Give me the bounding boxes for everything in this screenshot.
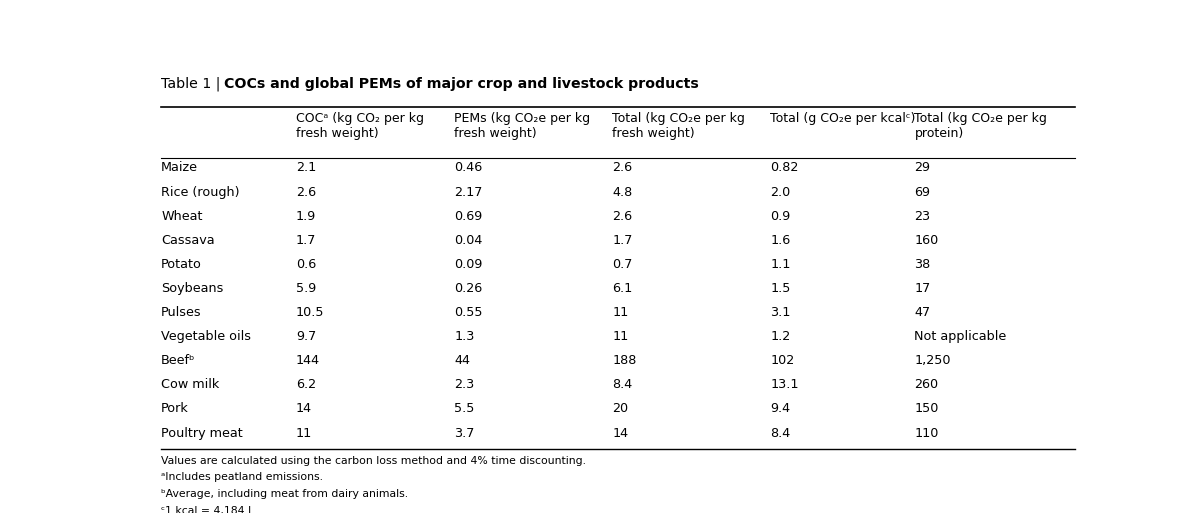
Text: 69: 69 <box>914 186 930 199</box>
Text: 8.4: 8.4 <box>612 379 632 391</box>
Text: 1.9: 1.9 <box>296 210 317 223</box>
Text: 102: 102 <box>770 354 794 367</box>
Text: Maize: Maize <box>161 162 198 174</box>
Text: 188: 188 <box>612 354 636 367</box>
Text: 10.5: 10.5 <box>296 306 324 319</box>
Text: Pork: Pork <box>161 403 188 416</box>
Text: 11: 11 <box>296 426 312 440</box>
Text: 13.1: 13.1 <box>770 379 799 391</box>
Text: 110: 110 <box>914 426 938 440</box>
Text: 6.2: 6.2 <box>296 379 316 391</box>
Text: 260: 260 <box>914 379 938 391</box>
Text: 14: 14 <box>612 426 629 440</box>
Text: 38: 38 <box>914 258 931 271</box>
Text: 6.1: 6.1 <box>612 282 632 295</box>
Text: COCᵃ (kg CO₂ per kg
fresh weight): COCᵃ (kg CO₂ per kg fresh weight) <box>296 112 424 140</box>
Text: 3.1: 3.1 <box>770 306 791 319</box>
Text: Total (kg CO₂e per kg
fresh weight): Total (kg CO₂e per kg fresh weight) <box>612 112 745 140</box>
Text: 0.7: 0.7 <box>612 258 632 271</box>
Text: 20: 20 <box>612 403 629 416</box>
Text: 9.4: 9.4 <box>770 403 791 416</box>
Text: 14: 14 <box>296 403 312 416</box>
Text: Total (g CO₂e per kcalᶜ): Total (g CO₂e per kcalᶜ) <box>770 112 916 125</box>
Text: 8.4: 8.4 <box>770 426 791 440</box>
Text: Potato: Potato <box>161 258 202 271</box>
Text: 0.6: 0.6 <box>296 258 317 271</box>
Text: 44: 44 <box>454 354 470 367</box>
Text: 11: 11 <box>612 330 629 343</box>
Text: 17: 17 <box>914 282 931 295</box>
Text: Total (kg CO₂e per kg
protein): Total (kg CO₂e per kg protein) <box>914 112 1048 140</box>
Text: ᵇAverage, including meat from dairy animals.: ᵇAverage, including meat from dairy anim… <box>161 489 408 499</box>
Text: 47: 47 <box>914 306 930 319</box>
Text: Not applicable: Not applicable <box>914 330 1007 343</box>
Text: 0.55: 0.55 <box>454 306 482 319</box>
Text: 5.9: 5.9 <box>296 282 317 295</box>
Text: 1.6: 1.6 <box>770 234 791 247</box>
Text: 4.8: 4.8 <box>612 186 632 199</box>
Text: 3.7: 3.7 <box>454 426 474 440</box>
Text: 144: 144 <box>296 354 320 367</box>
Text: Beefᵇ: Beefᵇ <box>161 354 196 367</box>
Text: 2.6: 2.6 <box>612 210 632 223</box>
Text: 2.6: 2.6 <box>612 162 632 174</box>
Text: 5.5: 5.5 <box>454 403 474 416</box>
Text: 0.04: 0.04 <box>454 234 482 247</box>
Text: 150: 150 <box>914 403 938 416</box>
Text: 23: 23 <box>914 210 930 223</box>
Text: PEMs (kg CO₂e per kg
fresh weight): PEMs (kg CO₂e per kg fresh weight) <box>454 112 590 140</box>
Text: 0.69: 0.69 <box>454 210 482 223</box>
Text: 11: 11 <box>612 306 629 319</box>
Text: 160: 160 <box>914 234 938 247</box>
Text: 0.46: 0.46 <box>454 162 482 174</box>
Text: 1.7: 1.7 <box>296 234 317 247</box>
Text: 2.17: 2.17 <box>454 186 482 199</box>
Text: 0.9: 0.9 <box>770 210 791 223</box>
Text: Vegetable oils: Vegetable oils <box>161 330 251 343</box>
Text: Poultry meat: Poultry meat <box>161 426 242 440</box>
Text: 0.82: 0.82 <box>770 162 799 174</box>
Text: COCs and global PEMs of major crop and livestock products: COCs and global PEMs of major crop and l… <box>224 76 700 91</box>
Text: Cassava: Cassava <box>161 234 215 247</box>
Text: 1.7: 1.7 <box>612 234 632 247</box>
Text: 2.0: 2.0 <box>770 186 791 199</box>
Text: Values are calculated using the carbon loss method and 4% time discounting.: Values are calculated using the carbon l… <box>161 456 586 466</box>
Text: 0.26: 0.26 <box>454 282 482 295</box>
Text: 29: 29 <box>914 162 930 174</box>
Text: Soybeans: Soybeans <box>161 282 223 295</box>
Text: Rice (rough): Rice (rough) <box>161 186 240 199</box>
Text: ᵃIncludes peatland emissions.: ᵃIncludes peatland emissions. <box>161 472 323 482</box>
Text: 9.7: 9.7 <box>296 330 317 343</box>
Text: 1,250: 1,250 <box>914 354 950 367</box>
Text: Cow milk: Cow milk <box>161 379 220 391</box>
Text: 1.2: 1.2 <box>770 330 791 343</box>
Text: 2.3: 2.3 <box>454 379 474 391</box>
Text: 0.09: 0.09 <box>454 258 482 271</box>
Text: 2.6: 2.6 <box>296 186 316 199</box>
Text: ᶜ1 kcal = 4,184 J.: ᶜ1 kcal = 4,184 J. <box>161 505 254 513</box>
Text: 1.5: 1.5 <box>770 282 791 295</box>
Text: 2.1: 2.1 <box>296 162 317 174</box>
Text: Pulses: Pulses <box>161 306 202 319</box>
Text: Wheat: Wheat <box>161 210 203 223</box>
Text: 1.3: 1.3 <box>454 330 474 343</box>
Text: Table 1 |: Table 1 | <box>161 76 226 91</box>
Text: 1.1: 1.1 <box>770 258 791 271</box>
